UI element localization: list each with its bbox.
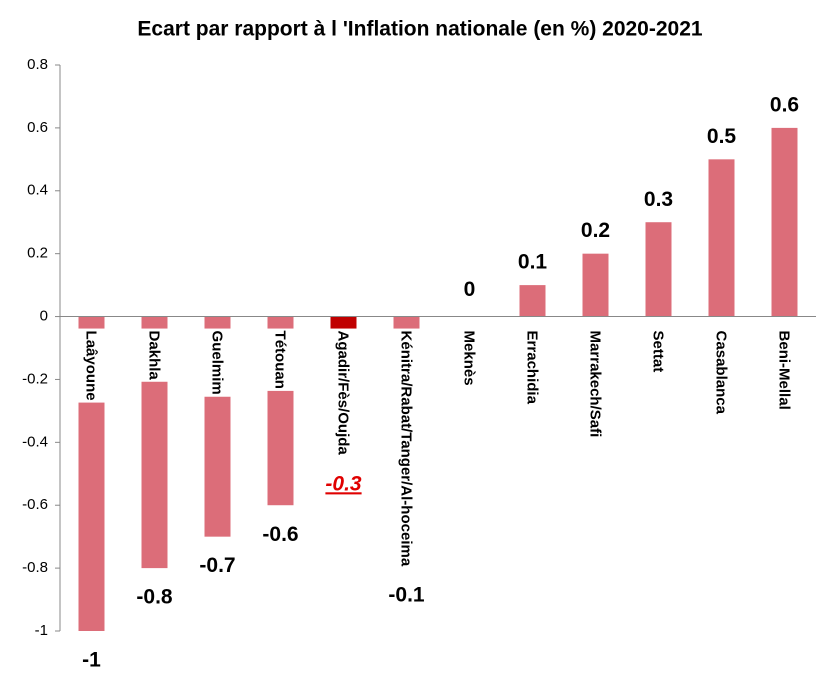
x-tick-label: Laâyoune — [83, 331, 100, 401]
y-tick-label: 0.4 — [27, 182, 48, 199]
y-tick-label: 0.6 — [27, 119, 48, 136]
data-label: -0.1 — [388, 584, 425, 607]
bar — [645, 222, 672, 317]
x-tick-label: Guelmim — [209, 331, 226, 395]
x-tick-label: Dakhla — [146, 331, 163, 381]
x-tick-label: Casablanca — [713, 331, 730, 415]
data-label: -1 — [82, 649, 101, 672]
y-tick-label: -1 — [35, 622, 48, 639]
label-background — [392, 328, 421, 569]
data-label: 0 — [464, 278, 476, 301]
y-tick-label: 0.2 — [27, 245, 48, 262]
data-label: -0.6 — [262, 523, 298, 546]
y-tick-label: -0.2 — [22, 370, 48, 387]
x-tick-label: Meknès — [461, 331, 478, 386]
label-background — [644, 328, 673, 375]
y-tick-label: 0.8 — [27, 56, 48, 73]
chart-title: Ecart par rapport à l 'Inflation nationa… — [137, 18, 702, 41]
x-tick-label: Errachidia — [524, 331, 541, 405]
bar — [582, 253, 609, 317]
label-background — [581, 328, 610, 440]
y-tick-label: -0.8 — [22, 559, 48, 576]
x-tick-label: Tétouan — [272, 331, 289, 389]
label-background — [518, 328, 547, 406]
y-tick-label: 0 — [40, 308, 48, 325]
data-label: 0.6 — [770, 93, 799, 116]
label-background — [455, 328, 484, 388]
data-label: -0.3 — [325, 472, 362, 495]
data-label: 0.2 — [581, 219, 610, 242]
x-tick-label: Beni-Mellal — [776, 331, 793, 410]
x-tick-label: Settat — [650, 331, 667, 373]
y-tick-label: -0.6 — [22, 496, 48, 513]
x-tick-label: Kénitra/Rabat/Tanger/Al-hoceima — [398, 331, 415, 567]
bar — [519, 285, 546, 317]
data-label: 0.1 — [518, 251, 548, 274]
data-label: 0.3 — [644, 188, 673, 211]
x-tick-label: Marrakech/Safi — [587, 331, 604, 438]
bar — [708, 159, 735, 317]
label-background — [140, 328, 169, 382]
y-tick-label: -0.4 — [22, 433, 48, 450]
label-background — [329, 328, 358, 457]
label-background — [266, 328, 295, 391]
label-background — [707, 328, 736, 416]
label-background — [77, 328, 106, 403]
x-tick-label: Agadir/Fès/Oujda — [335, 331, 352, 456]
bar — [771, 127, 798, 317]
data-label: -0.8 — [136, 586, 173, 609]
label-background — [770, 328, 799, 412]
label-background — [203, 328, 232, 397]
data-label: 0.5 — [707, 125, 737, 148]
data-label: -0.7 — [199, 554, 235, 577]
